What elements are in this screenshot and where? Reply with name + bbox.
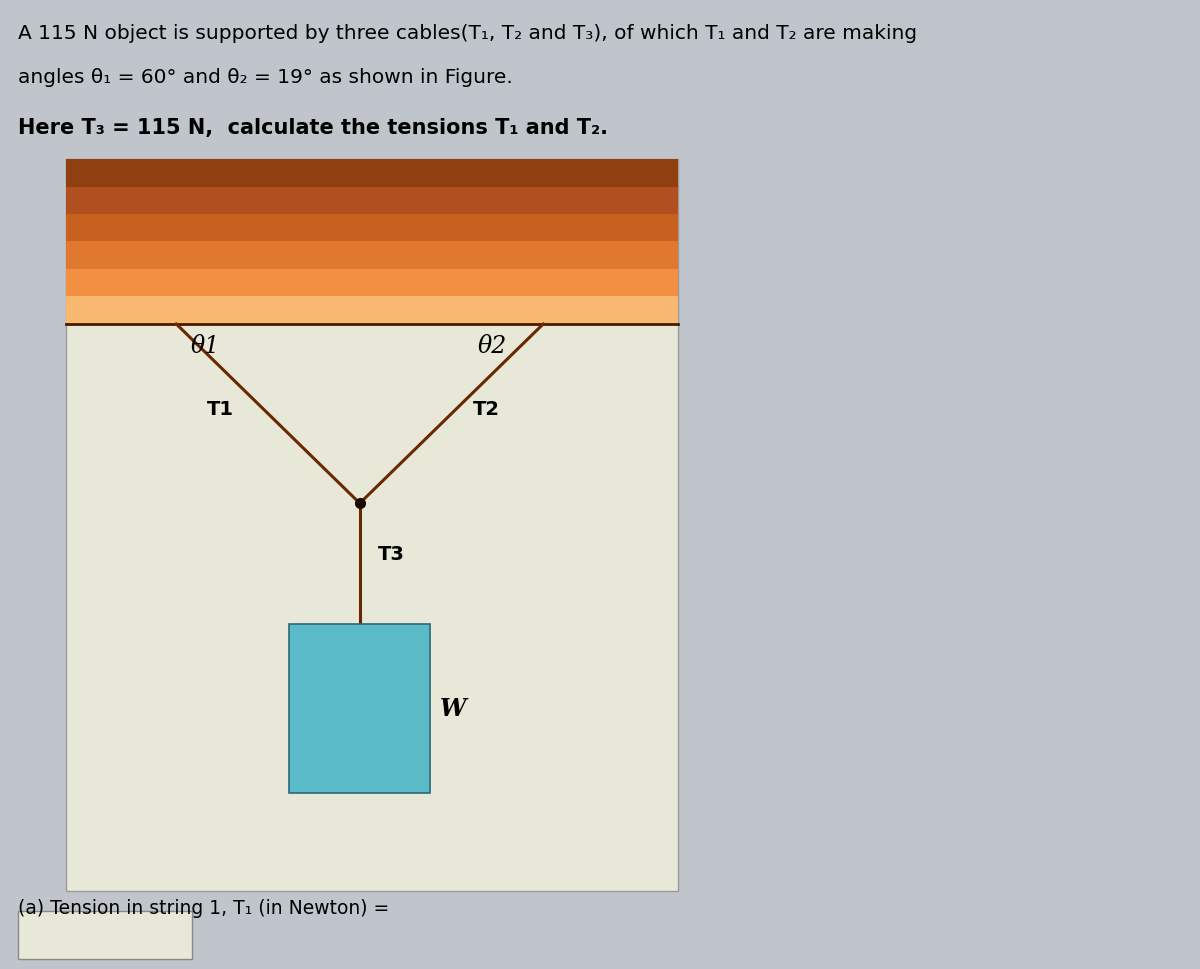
- Text: (a) Tension in string 1, T₁ (in Newton) =: (a) Tension in string 1, T₁ (in Newton) …: [18, 898, 389, 918]
- Bar: [66, 215, 678, 242]
- Text: Here T₃ = 115 N,  calculate the tensions T₁ and T₂.: Here T₃ = 115 N, calculate the tensions …: [18, 118, 608, 139]
- Bar: [66, 242, 678, 269]
- Text: A 115 N object is supported by three cables(T₁, T₂ and T₃), of which T₁ and T₂ a: A 115 N object is supported by three cab…: [18, 24, 917, 44]
- Bar: [66, 297, 678, 325]
- Text: θ1: θ1: [191, 334, 220, 358]
- Text: angles θ₁ = 60° and θ₂ = 19° as shown in Figure.: angles θ₁ = 60° and θ₂ = 19° as shown in…: [18, 68, 512, 87]
- Bar: [66, 160, 678, 891]
- Bar: [66, 187, 678, 215]
- Bar: [289, 624, 430, 793]
- Text: T1: T1: [208, 400, 234, 419]
- Text: T2: T2: [473, 400, 500, 419]
- Text: θ2: θ2: [478, 334, 506, 358]
- Text: T3: T3: [378, 545, 404, 564]
- Bar: [18, 911, 192, 959]
- Bar: [66, 160, 678, 187]
- Bar: [66, 269, 678, 297]
- Text: W: W: [439, 697, 467, 721]
